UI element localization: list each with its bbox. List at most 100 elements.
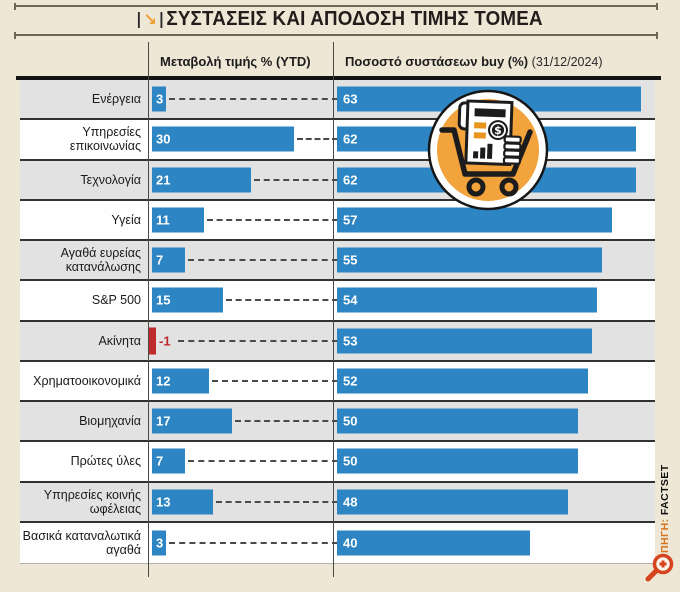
ytd-cell: 15	[148, 281, 338, 319]
ytd-bar: 30	[152, 126, 294, 152]
leader-dashed-line	[297, 138, 338, 141]
column-divider-2	[333, 42, 334, 577]
ytd-cell: 17	[148, 402, 338, 440]
row-label: Ενέργεια	[91, 92, 141, 107]
table-row: Χρηματοοικονομικά 12 52	[20, 361, 655, 402]
ytd-cell: 30	[148, 120, 338, 158]
ytd-bar: 13	[152, 489, 213, 515]
buy-cell: 50	[333, 442, 655, 480]
buy-bar: 40	[337, 530, 530, 556]
leader-dashed-line	[216, 500, 338, 503]
table-top-bar	[16, 76, 661, 80]
leader-dashed-line	[169, 541, 338, 544]
ytd-bar: 7	[152, 247, 185, 273]
table-row: Αγαθά ευρείας κατανάλωσης 7 55	[20, 241, 655, 282]
column-header-buy-label: Ποσοστό συστάσεων buy (%)	[345, 54, 529, 69]
zoom-plus-icon[interactable]	[644, 552, 676, 584]
ytd-cell: 7	[148, 442, 338, 480]
column-header-buy: Ποσοστό συστάσεων buy (%) (31/12/2024)	[345, 54, 603, 69]
top-rule-line	[14, 3, 658, 10]
ytd-cell: 13	[148, 483, 338, 521]
leader-dashed-line	[226, 299, 338, 302]
ytd-bar: 11	[152, 207, 204, 233]
row-label: Αγαθά ευρείας κατανάλωσης	[60, 246, 141, 275]
svg-text:$: $	[494, 124, 502, 137]
buy-bar: 57	[337, 207, 612, 233]
buy-bar: 48	[337, 489, 568, 515]
sector-table: Ενέργεια 3 63 Υπηρεσίες επικοινωνίας 30 62 Τεχ…	[20, 80, 655, 564]
source-label: ΠΗΓΗ:	[659, 518, 671, 553]
leader-dashed-line	[169, 98, 338, 101]
buy-cell: 48	[333, 483, 655, 521]
leader-dashed-line	[178, 339, 338, 342]
table-row: Υπηρεσίες επικοινωνίας 30 62	[20, 120, 655, 161]
leader-dashed-line	[235, 420, 338, 423]
ytd-cell: 21	[148, 161, 338, 199]
table-row: Ακίνητα -1 53	[20, 321, 655, 362]
ytd-cell: -1	[148, 322, 338, 360]
ytd-bar: 15	[152, 287, 223, 313]
leader-dashed-line	[188, 259, 338, 262]
leader-dashed-line	[188, 460, 338, 463]
page-title: ΣΥΣΤΑΣΕΙΣ ΚΑΙ ΑΠΟΔΟΣΗ ΤΙΜΗΣ ΤΟΜΕΑ	[166, 8, 543, 30]
ytd-bar: 7	[152, 448, 185, 474]
shopping-cart-report-icon: $	[426, 88, 550, 212]
row-label: S&P 500	[91, 293, 141, 308]
title-divider-bar	[137, 11, 140, 28]
buy-bar: 54	[337, 287, 597, 313]
column-header-buy-date: (31/12/2024)	[531, 55, 603, 69]
table-row: Υγεία 11 57	[20, 200, 655, 241]
table-row: Βιομηχανία 17 50	[20, 402, 655, 443]
table-row: Υπηρεσίες κοινής ωφέλειας 13 48	[20, 482, 655, 523]
ytd-bar: 21	[152, 167, 251, 193]
ytd-cell: 12	[148, 362, 338, 400]
buy-bar: 52	[337, 368, 588, 394]
row-label: Βασικά καταναλωτικά αγαθά	[22, 528, 141, 557]
buy-cell: 52	[333, 362, 655, 400]
ytd-cell: 3	[148, 80, 338, 118]
table-row: S&P 500 15 54	[20, 281, 655, 322]
column-header-ytd: Μεταβολή τιμής % (YTD)	[160, 54, 311, 69]
table-row: Τεχνολογία 21 62	[20, 160, 655, 201]
row-label: Βιομηχανία	[79, 414, 141, 429]
row-label: Χρηματοοικονομικά	[33, 373, 141, 388]
ytd-bar: 12	[152, 368, 209, 394]
row-label: Πρώτες ύλες	[70, 454, 141, 469]
buy-cell: 53	[333, 322, 655, 360]
ytd-bar: 3	[152, 530, 166, 556]
table-row: Βασικά καταναλωτικά αγαθά 3 40	[20, 522, 655, 563]
buy-cell: 57	[333, 201, 655, 239]
row-label: Τεχνολογία	[80, 172, 141, 187]
row-label: Υγεία	[111, 212, 141, 227]
title-divider-bar	[160, 11, 163, 28]
buy-cell: 55	[333, 241, 655, 279]
ytd-cell: 3	[148, 523, 338, 563]
ytd-cell: 7	[148, 241, 338, 279]
arrow-down-right-icon: ↘	[143, 10, 157, 29]
buy-bar: 50	[337, 408, 578, 434]
row-label: Υπηρεσίες επικοινωνίας	[69, 125, 141, 154]
buy-bar: 55	[337, 247, 602, 273]
leader-dashed-line	[212, 379, 338, 382]
table-row: Πρώτες ύλες 7 50	[20, 442, 655, 483]
source-name: FACTSET	[659, 464, 671, 516]
ytd-bar: 3	[152, 86, 166, 112]
row-label: Υπηρεσίες κοινής ωφέλειας	[43, 487, 141, 516]
buy-bar: 53	[337, 328, 592, 354]
buy-cell: 40	[333, 523, 655, 563]
column-divider-1	[148, 42, 149, 577]
leader-dashed-line	[207, 218, 338, 221]
ytd-cell: 11	[148, 201, 338, 239]
ytd-bar: 17	[152, 408, 232, 434]
buy-cell: 50	[333, 402, 655, 440]
source-credit: ΠΗΓΗ: FACTSET	[659, 457, 672, 553]
row-label: Ακίνητα	[98, 333, 141, 348]
under-title-rule-line	[14, 32, 658, 39]
buy-bar: 50	[337, 448, 578, 474]
ytd-value-negative: -1	[159, 333, 171, 349]
buy-cell: 54	[333, 281, 655, 319]
leader-dashed-line	[254, 178, 338, 181]
chart-title-row: ↘ ΣΥΣΤΑΣΕΙΣ ΚΑΙ ΑΠΟΔΟΣΗ ΤΙΜΗΣ ΤΟΜΕΑ	[0, 8, 680, 33]
table-row: Ενέργεια 3 63	[20, 80, 655, 121]
ytd-bar-negative	[149, 327, 156, 355]
